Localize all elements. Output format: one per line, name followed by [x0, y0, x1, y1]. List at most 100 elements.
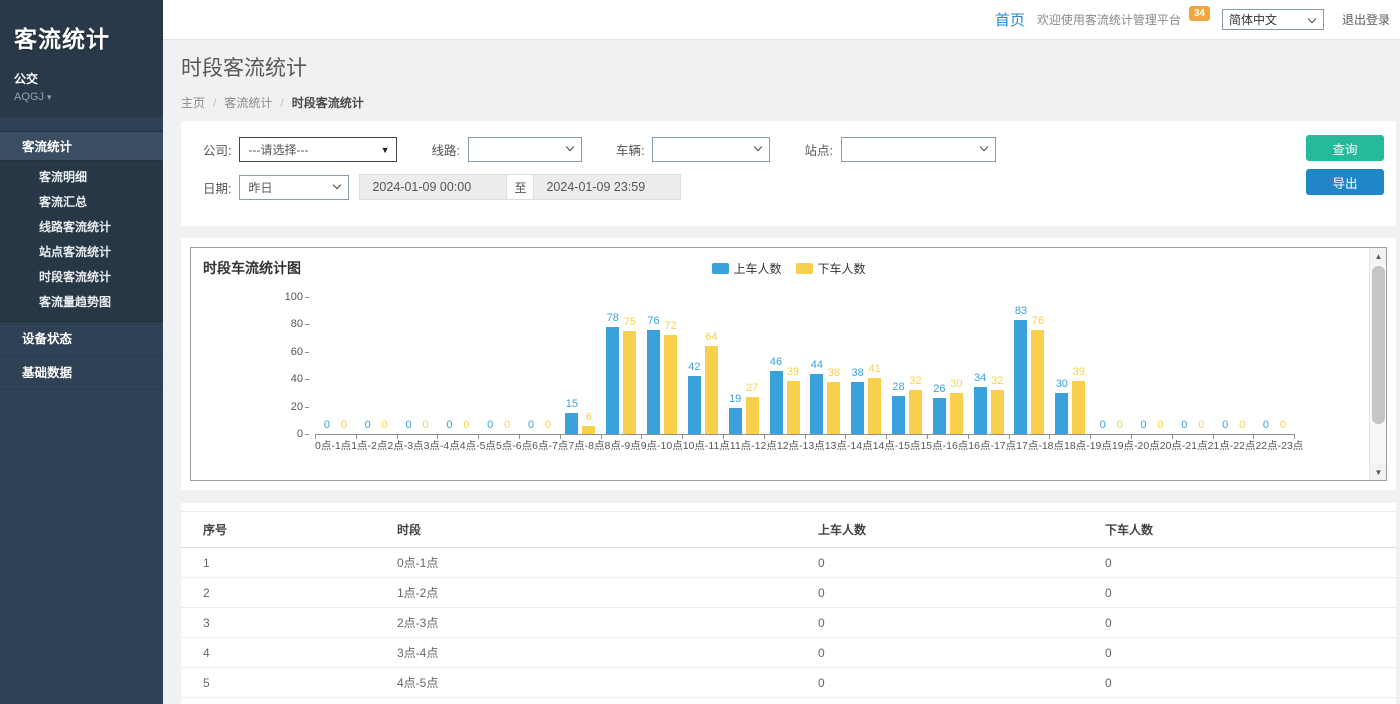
bar-value-label: 19 — [729, 393, 741, 405]
table-cell: 4点-5点 — [375, 668, 796, 698]
table-row: 54点-5点00 — [181, 668, 1396, 698]
table-cell: 3 — [181, 608, 375, 638]
bar-上车人数[interactable]: 42 — [688, 376, 701, 434]
chart-category-4点-5点: 00 — [478, 297, 519, 434]
x-tick-label: 13点-14点 — [825, 439, 873, 454]
x-tick-label: 4点-5点 — [460, 439, 496, 454]
bar-下车人数[interactable]: 75 — [623, 331, 636, 434]
bar-下车人数[interactable]: 6 — [582, 426, 595, 434]
x-tick-label: 6点-7点 — [532, 439, 568, 454]
sidebar-item[interactable]: 基础数据 — [0, 356, 163, 390]
x-tick-label: 18点-19点 — [1064, 439, 1112, 454]
breadcrumb-passenger-stats[interactable]: 客流统计 — [224, 94, 272, 111]
bar-上车人数[interactable]: 26 — [933, 398, 946, 434]
bar-value-label: 0 — [365, 419, 371, 431]
bar-下车人数[interactable]: 64 — [705, 346, 718, 434]
vehicle-select[interactable] — [652, 137, 770, 162]
bar-下车人数[interactable]: 32 — [991, 390, 1004, 434]
sidebar-item[interactable]: 客流明细 — [0, 165, 163, 190]
chart-category-23点-24点: 00 — [1254, 297, 1295, 434]
bar-上车人数[interactable]: 28 — [892, 396, 905, 434]
bar-value-label: 0 — [1222, 419, 1228, 431]
x-tick-label: 8点-9点 — [605, 439, 641, 454]
dropdown-triangle-icon: ▼ — [381, 145, 390, 155]
sidebar-item[interactable]: 客流汇总 — [0, 190, 163, 215]
bar-value-label: 28 — [892, 381, 904, 393]
bar-value-label: 0 — [1239, 419, 1245, 431]
bar-value-label: 34 — [974, 372, 986, 384]
x-tick-label: 15点-16点 — [920, 439, 968, 454]
bar-上车人数[interactable]: 38 — [851, 382, 864, 434]
legend-item-alighting[interactable]: 下车人数 — [796, 260, 866, 277]
x-tick-label: 9点-10点 — [641, 439, 683, 454]
sidebar-group-passenger-stats[interactable]: 客流统计 — [0, 131, 163, 161]
bar-value-label: 42 — [688, 361, 700, 373]
bar-value-label: 0 — [382, 419, 388, 431]
table-cell: 0 — [1083, 548, 1396, 578]
date-end-input[interactable]: 2024-01-09 23:59 — [533, 174, 681, 200]
bar-value-label: 0 — [406, 419, 412, 431]
sidebar-item[interactable]: 站点客流统计 — [0, 240, 163, 265]
bar-上车人数[interactable]: 78 — [606, 327, 619, 434]
scroll-down-icon[interactable]: ▼ — [1370, 464, 1387, 480]
bar-下车人数[interactable]: 72 — [664, 335, 677, 434]
table-row: 10点-1点00 — [181, 548, 1396, 578]
table-row: 32点-3点00 — [181, 608, 1396, 638]
bar-上车人数[interactable]: 15 — [565, 413, 578, 434]
language-select[interactable]: 简体中文 — [1222, 9, 1324, 30]
home-link[interactable]: 首页 — [995, 9, 1025, 30]
notification-badge[interactable]: 34 — [1189, 6, 1210, 21]
bar-value-label: 0 — [1100, 419, 1106, 431]
export-button[interactable]: 导出 — [1306, 169, 1384, 195]
legend-label: 上车人数 — [733, 260, 781, 277]
scroll-up-icon[interactable]: ▲ — [1370, 248, 1387, 264]
bar-下车人数[interactable]: 32 — [909, 390, 922, 434]
bar-上车人数[interactable]: 30 — [1055, 393, 1068, 434]
date-preset-select[interactable]: 昨日 — [239, 175, 349, 200]
date-start-input[interactable]: 2024-01-09 00:00 — [359, 174, 507, 200]
sidebar-item[interactable]: 设备状态 — [0, 322, 163, 356]
bar-上车人数[interactable]: 76 — [647, 330, 660, 434]
filter-row-2: 日期: 昨日 2024-01-09 00:00 至 2024-01-09 23:… — [203, 174, 1384, 200]
line-select[interactable] — [468, 137, 582, 162]
x-tick-label: 11点-12点 — [730, 439, 777, 454]
bar-下车人数[interactable]: 30 — [950, 393, 963, 434]
col-header-alighting: 下车人数 — [1083, 512, 1396, 548]
station-select[interactable] — [841, 137, 996, 162]
bar-下车人数[interactable]: 27 — [746, 397, 759, 434]
query-button[interactable]: 查询 — [1306, 135, 1384, 161]
breadcrumb-home[interactable]: 主页 — [181, 94, 205, 111]
chart-category-1点-2点: 00 — [356, 297, 397, 434]
legend-item-boarding[interactable]: 上车人数 — [711, 260, 781, 277]
chart-plot: 0000000000001567875767242641927463944383… — [315, 297, 1295, 454]
bar-上车人数[interactable]: 83 — [1014, 320, 1027, 434]
bar-下车人数[interactable]: 41 — [868, 378, 881, 434]
sidebar-item[interactable]: 线路客流统计 — [0, 215, 163, 240]
sidebar-item[interactable]: 时段客流统计 — [0, 265, 163, 290]
app-root: 客流统计 公交 AQGJ▾ 客流统计 客流明细客流汇总线路客流统计站点客流统计时… — [0, 0, 1400, 704]
table-cell: 3点-4点 — [375, 638, 796, 668]
bar-上车人数[interactable]: 44 — [810, 374, 823, 434]
logout-link[interactable]: 退出登录 — [1342, 11, 1390, 28]
bar-下车人数[interactable]: 38 — [827, 382, 840, 434]
sidebar-item[interactable]: 客流量趋势图 — [0, 290, 163, 315]
scrollbar-thumb[interactable] — [1372, 266, 1385, 424]
x-tick-label: 21点-22点 — [1208, 439, 1256, 454]
bar-value-label: 0 — [1157, 419, 1163, 431]
chart-panel: 时段车流统计图 上车人数 下车人数 020406080100 0000 — [181, 238, 1396, 490]
y-tick-label: 40 — [291, 373, 303, 385]
y-tick-label: 0 — [297, 428, 303, 440]
bar-上车人数[interactable]: 34 — [974, 387, 987, 434]
bar-上车人数[interactable]: 46 — [770, 371, 783, 434]
y-tick-label: 80 — [291, 318, 303, 330]
chart-scrollbar[interactable]: ▲ ▼ — [1369, 248, 1386, 480]
org-selector[interactable]: AQGJ▾ — [14, 91, 149, 103]
chart-category-5点-6点: 00 — [519, 297, 560, 434]
bar-上车人数[interactable]: 19 — [729, 408, 742, 434]
bar-下车人数[interactable]: 76 — [1031, 330, 1044, 434]
chart-legend: 上车人数 下车人数 — [711, 260, 865, 277]
bar-value-label: 39 — [787, 366, 799, 378]
bar-下车人数[interactable]: 39 — [787, 381, 800, 434]
bar-下车人数[interactable]: 39 — [1072, 381, 1085, 434]
company-select[interactable]: ---请选择--- ▼ — [239, 137, 397, 162]
